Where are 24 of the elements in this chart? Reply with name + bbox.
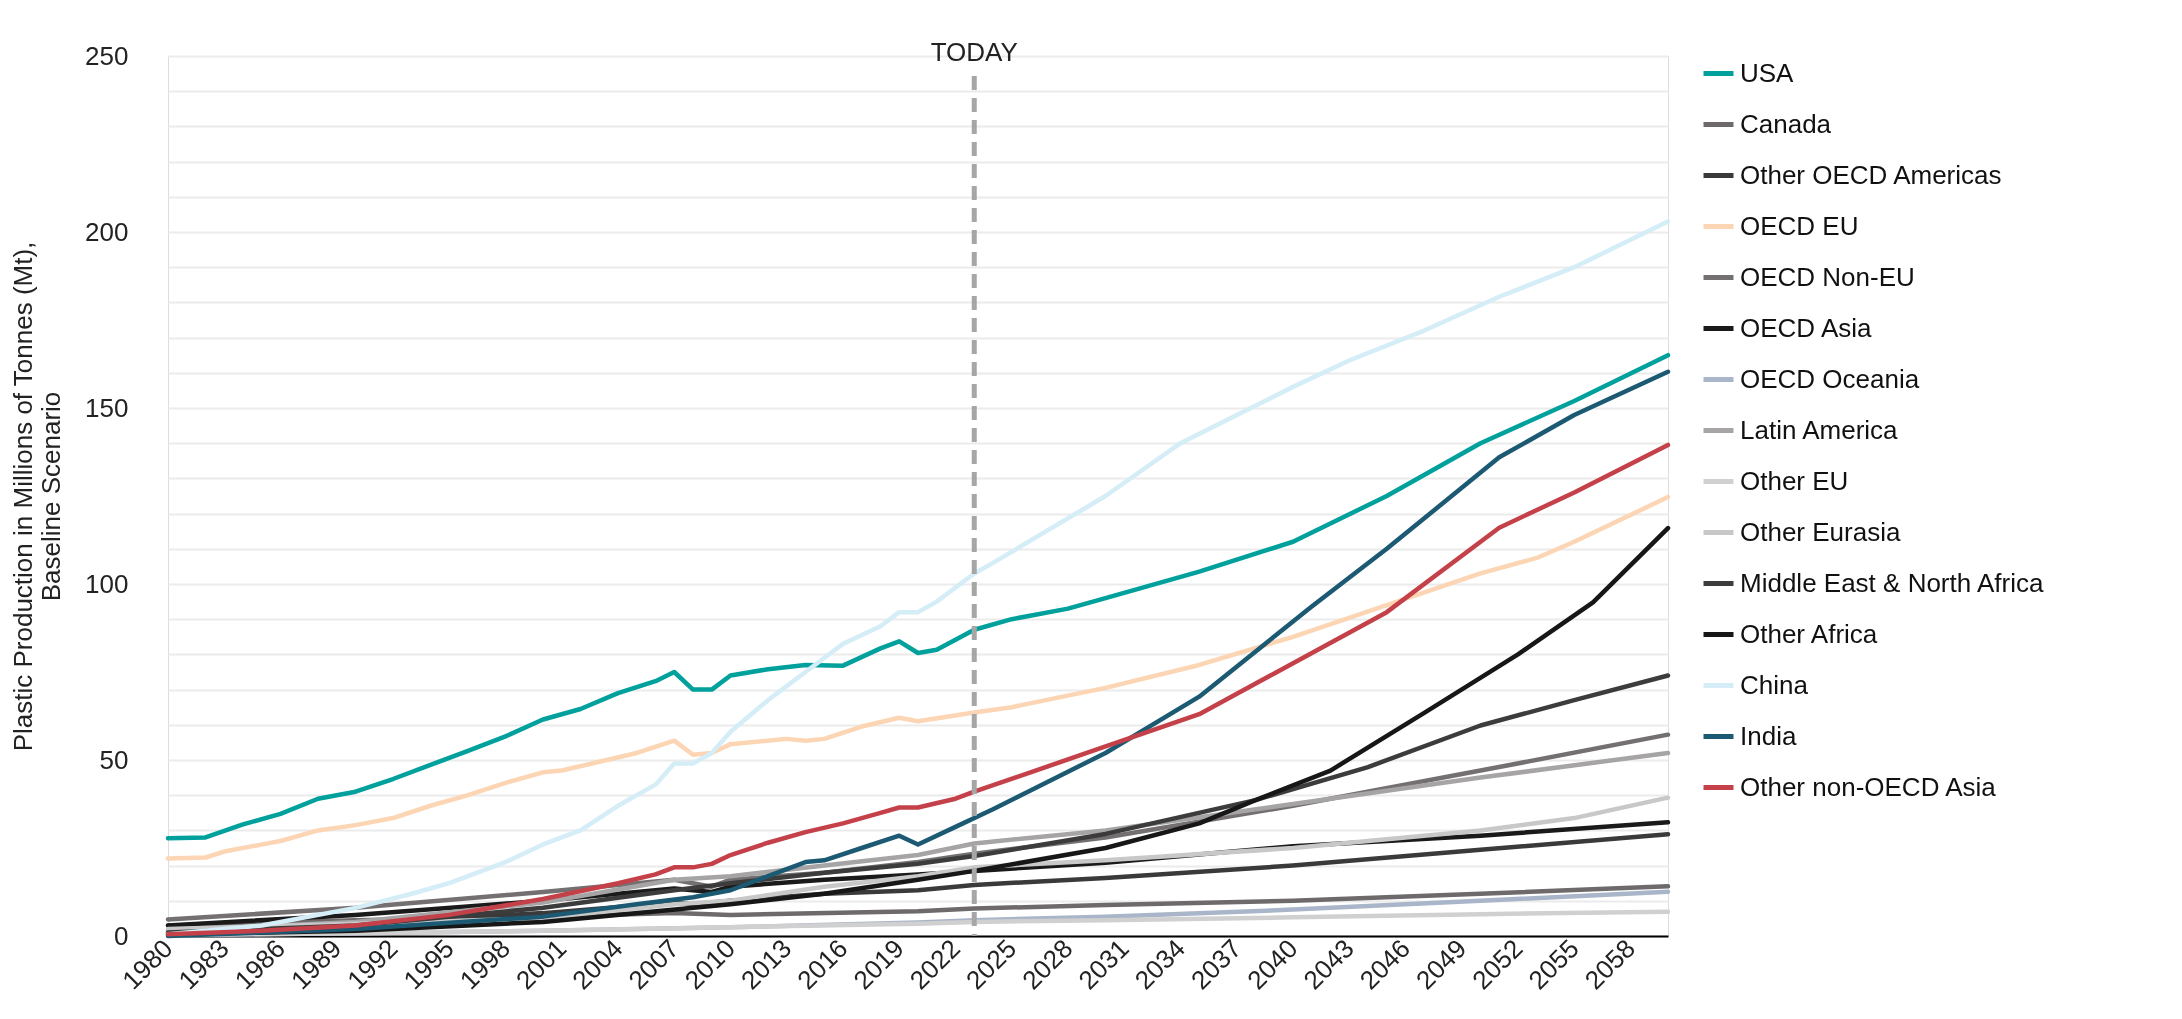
y-tick-label: 100 xyxy=(85,568,129,599)
legend-label: OECD Non-EU xyxy=(1740,261,1915,292)
legend-label: OECD EU xyxy=(1740,210,1859,241)
legend-label: Other Eurasia xyxy=(1740,516,1901,547)
legend-label: OECD Asia xyxy=(1740,312,1873,343)
legend-label: Other OECD Americas xyxy=(1740,159,2002,190)
legend-label: Other non-OECD Asia xyxy=(1740,771,1997,802)
y-tick-label: 200 xyxy=(85,216,129,247)
legend-label: Middle East & North Africa xyxy=(1740,567,2044,598)
y-tick-label: 50 xyxy=(99,744,129,775)
legend-label: China xyxy=(1740,669,1809,700)
legend-label: Other EU xyxy=(1740,465,1849,496)
legend-label: Canada xyxy=(1740,108,1832,139)
y-axis-title: Plastic Production in Millions of Tonnes (Mt), Baseline Scenario xyxy=(8,241,67,752)
line-series xyxy=(165,494,1671,861)
y-tick-label: 250 xyxy=(85,40,129,71)
legend-label: India xyxy=(1740,720,1797,751)
line-series xyxy=(165,352,1671,841)
y-tick-label: 150 xyxy=(85,392,129,423)
legend-label: Latin America xyxy=(1740,414,1899,445)
legend-label: USA xyxy=(1740,57,1795,88)
legend-label: Other Africa xyxy=(1740,618,1878,649)
ref-line-label: TODAY xyxy=(930,37,1018,67)
legend-label: OECD Oceania xyxy=(1740,363,1920,394)
